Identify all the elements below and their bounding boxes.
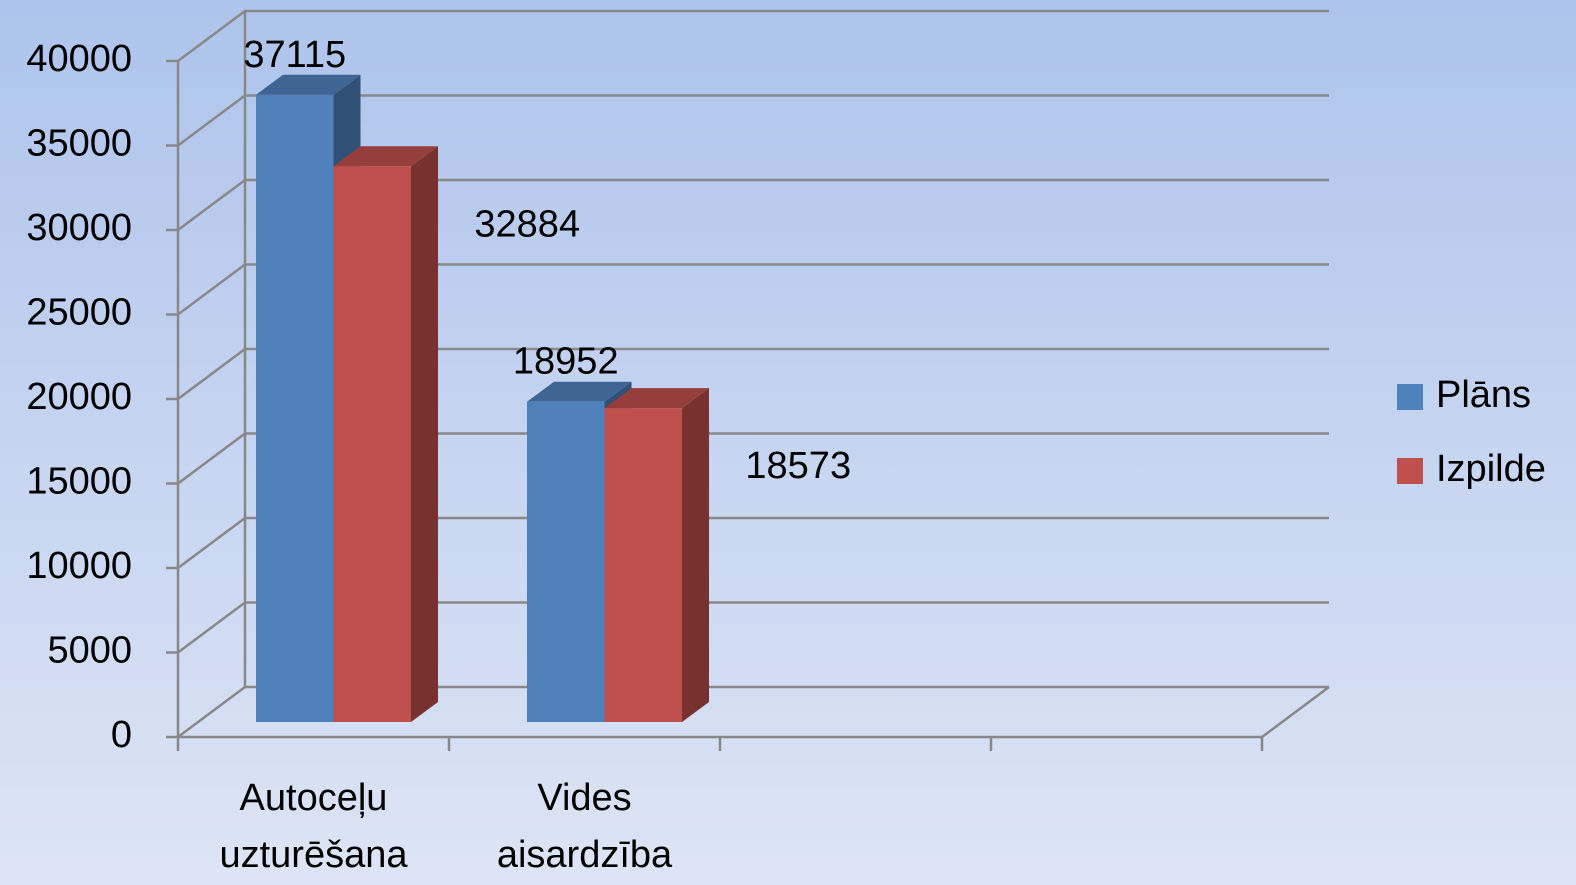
bar (333, 146, 439, 723)
grid-line (177, 601, 1329, 654)
y-tick-label: 25000 (26, 292, 132, 334)
bar (604, 388, 710, 722)
legend-swatch (1397, 384, 1423, 410)
x-tick-label: Autoceļu uzturēšana (219, 777, 408, 876)
y-tick-label: 15000 (26, 461, 132, 503)
bar-front (604, 408, 683, 722)
grid-line (177, 9, 1329, 63)
y-tick-label: 20000 (26, 376, 132, 418)
bar-front (255, 94, 334, 723)
y-tick-label: 40000 (26, 38, 132, 80)
x-tick-label: Vides aisardzība (497, 777, 673, 876)
data-label: 32884 (474, 203, 580, 245)
legend-swatch (1397, 458, 1423, 484)
grid-line (177, 347, 1329, 401)
data-label: 18952 (513, 341, 619, 383)
y-tick-label: 30000 (26, 207, 132, 249)
y-tick-label: 35000 (26, 123, 132, 165)
grid-line (177, 263, 1329, 316)
y-tick-label: 10000 (26, 545, 132, 587)
bar-front (333, 166, 412, 723)
bar-side (682, 388, 710, 722)
data-label: 18573 (745, 445, 851, 487)
grid-line (177, 432, 1329, 485)
legend-label: Izpilde (1436, 448, 1546, 490)
legend-label: Plāns (1436, 374, 1531, 416)
bar-top (333, 146, 439, 167)
bar-top (526, 381, 632, 402)
grid-line (177, 685, 1329, 739)
grid-line (177, 516, 1329, 570)
bar-side (411, 146, 439, 723)
grid-line (177, 94, 1329, 147)
grid-line (177, 178, 1329, 232)
bar-front (526, 401, 605, 722)
bar-top (255, 74, 361, 95)
y-tick-label: 0 (111, 714, 132, 756)
y-tick-label: 5000 (47, 630, 132, 672)
bar-top (604, 388, 710, 409)
data-label: 37115 (243, 34, 346, 76)
